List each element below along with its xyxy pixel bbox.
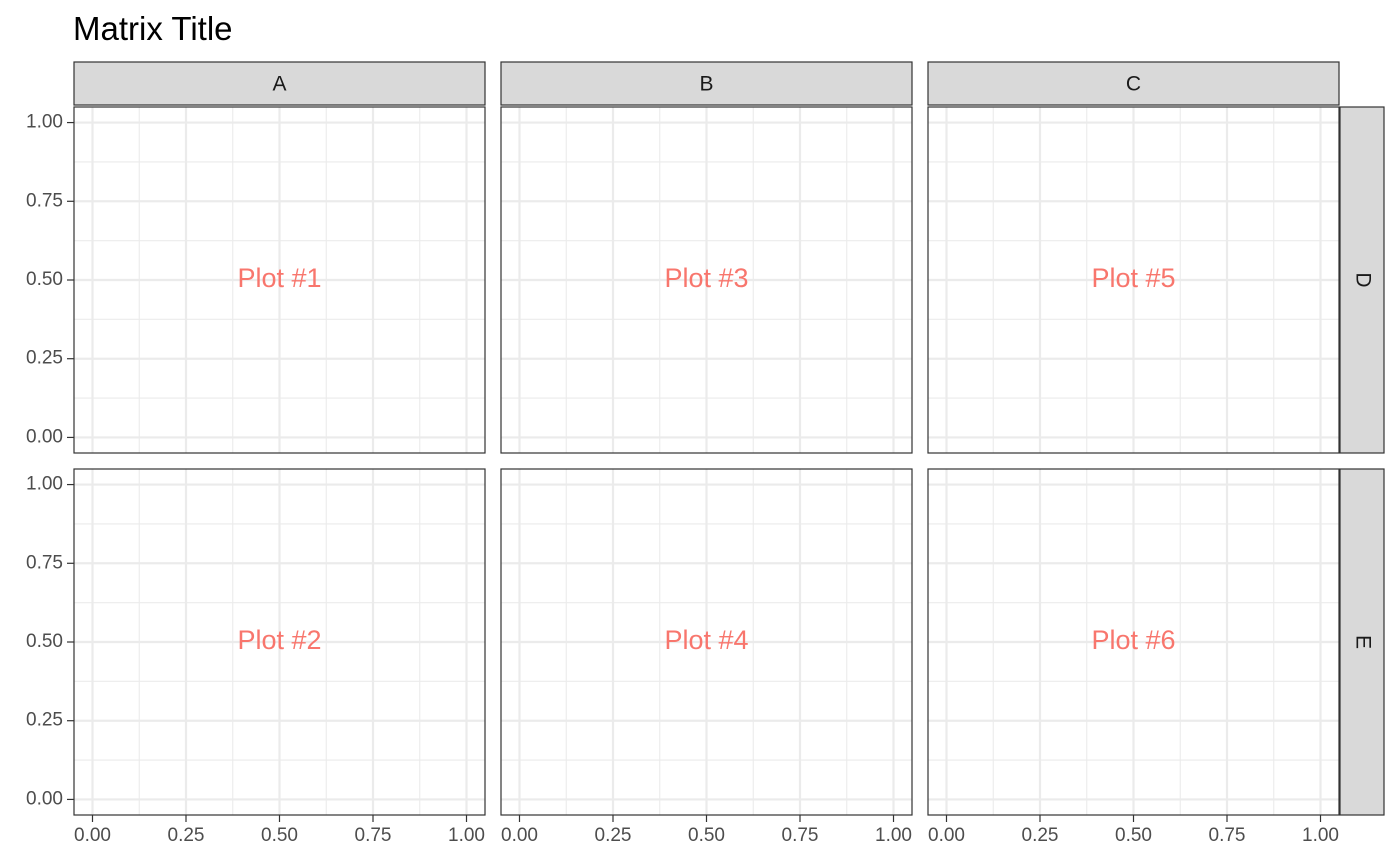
column-strip-label: C [1126, 73, 1141, 96]
x-tick-label: 0.00 [74, 825, 111, 846]
column-strip-background [927, 61, 1340, 106]
chart-title: Matrix Title [73, 10, 233, 47]
x-tick-label: 0.25 [168, 825, 205, 846]
x-tick-label: 0.50 [261, 825, 298, 846]
x-tick-label: 0.25 [595, 825, 632, 846]
y-tick-label: 0.00 [26, 426, 63, 447]
panel-text-label: Plot #3 [664, 263, 748, 293]
panel-border [927, 106, 1340, 454]
x-tick-label: 0.75 [1209, 825, 1246, 846]
column-strip-background [500, 61, 913, 106]
facet-panel-c-d: Plot #5 [927, 106, 1340, 454]
panel-text-label: Plot #4 [664, 625, 748, 655]
facet-panel-a-e: Plot #2 [73, 468, 486, 816]
y-tick-label: 0.25 [26, 348, 63, 369]
y-tick-label: 0.50 [26, 269, 63, 290]
row-strip-background [1339, 106, 1385, 454]
column-strip-a: A [73, 61, 486, 106]
panel-text-label: Plot #2 [237, 625, 321, 655]
panel-text-label: Plot #5 [1091, 263, 1175, 293]
x-tick-label: 0.75 [355, 825, 392, 846]
y-tick-label: 1.00 [26, 474, 63, 495]
row-strip-label: E [1351, 635, 1374, 649]
y-tick-label: 0.00 [26, 788, 63, 809]
panel-text-label: Plot #1 [237, 263, 321, 293]
x-tick-label: 1.00 [448, 825, 485, 846]
y-axis-row-e: 0.00 0.25 0.50 0.75 1.00 [26, 474, 74, 809]
y-tick-label: 0.75 [26, 190, 63, 211]
column-strip-b: B [500, 61, 913, 106]
y-axis-row-d: 0.00 0.25 0.50 0.75 1.00 [26, 112, 74, 447]
row-strip-background [1339, 468, 1385, 816]
x-axis-column-b: 0.00 0.25 0.50 0.75 1.00 [501, 815, 912, 846]
y-tick-label: 0.25 [26, 710, 63, 731]
x-tick-label: 0.25 [1022, 825, 1059, 846]
facet-panel-b-e: Plot #4 [500, 468, 913, 816]
x-tick-label: 1.00 [1302, 825, 1339, 846]
x-axis-column-a: 0.00 0.25 0.50 0.75 1.00 [74, 815, 485, 846]
y-tick-label: 0.75 [26, 552, 63, 573]
panel-border [500, 106, 913, 454]
x-tick-label: 0.50 [1115, 825, 1152, 846]
column-strip-label: B [699, 73, 713, 96]
facet-panel-c-e: Plot #6 [927, 468, 1340, 816]
x-tick-label: 0.00 [928, 825, 965, 846]
column-strip-c: C [927, 61, 1340, 106]
x-tick-label: 1.00 [875, 825, 912, 846]
x-tick-label: 0.50 [688, 825, 725, 846]
row-strip-d: D [1339, 106, 1385, 454]
row-strip-e: E [1339, 468, 1385, 816]
facet-panel-b-d: Plot #3 [500, 106, 913, 454]
panel-text-label: Plot #6 [1091, 625, 1175, 655]
y-tick-label: 1.00 [26, 112, 63, 133]
facet-panel-a-d: Plot #1 [73, 106, 486, 454]
column-strip-label: A [272, 73, 286, 96]
x-tick-label: 0.75 [782, 825, 819, 846]
x-tick-label: 0.00 [501, 825, 538, 846]
x-axis-column-c: 0.00 0.25 0.50 0.75 1.00 [928, 815, 1339, 846]
row-strip-label: D [1351, 272, 1374, 287]
column-strip-background [73, 61, 486, 106]
y-tick-label: 0.50 [26, 631, 63, 652]
